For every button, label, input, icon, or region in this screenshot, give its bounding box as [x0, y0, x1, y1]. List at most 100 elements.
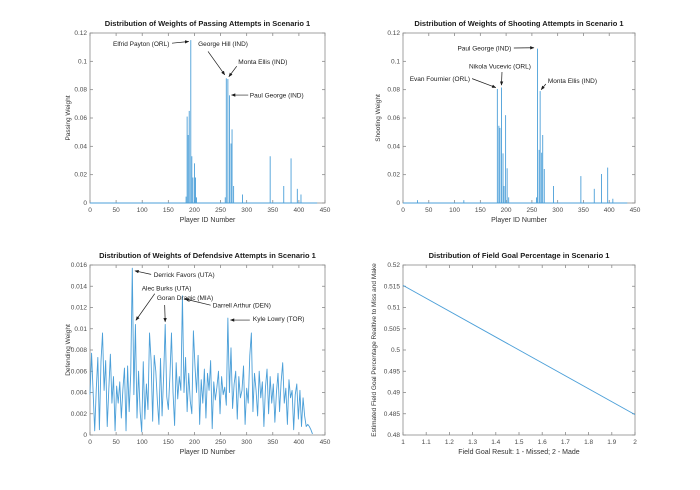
- annotation-label: Paul George (IND): [457, 45, 511, 52]
- y-axis-label: Estimated Field Goal Percentage Realtive…: [371, 263, 378, 437]
- x-tick-label: 350: [578, 207, 589, 214]
- annotation-arrow: [207, 51, 226, 76]
- y-tick-label: 0.016: [71, 262, 88, 269]
- x-tick-label: 50: [112, 207, 120, 214]
- annotation-arrow: [135, 293, 156, 321]
- y-tick-label: 0.51: [387, 305, 400, 312]
- chart-title: Distribution of Field Goal Percentage in…: [429, 251, 610, 260]
- y-tick-label: 0.01: [74, 326, 87, 333]
- x-tick-label: 1.4: [491, 439, 500, 446]
- y-axis-label: Passing Weight: [65, 95, 72, 140]
- series-line: [89, 267, 313, 435]
- x-tick-label: 100: [137, 207, 148, 214]
- field-goal-percentage-chart: 1 1.1 1.2 1.3 1.4 1.5 1.6 1.7 1.8 1.9 2 0.48 0.485 0.…: [371, 251, 637, 456]
- x-tick-label: 1: [401, 439, 405, 446]
- y-tick-label: 0.52: [387, 262, 400, 269]
- x-tick-label: 100: [449, 207, 460, 214]
- y-tick-label: 0.515: [384, 283, 401, 290]
- annotation-label: Elfrid Payton (ORL): [113, 41, 169, 48]
- annotation-label: Nikola Vucevic (ORL): [469, 64, 531, 71]
- y-tick-label: 0.495: [384, 368, 401, 375]
- annotation-label: Monta Ellis (IND): [238, 59, 287, 66]
- y-tick-label: 0.12: [74, 30, 87, 37]
- x-tick-label: 1.3: [468, 439, 477, 446]
- chart-title: Distribution of Weights of Shooting Atte…: [414, 19, 623, 28]
- x-tick-label: 50: [425, 207, 433, 214]
- x-tick-label: 1.1: [422, 439, 431, 446]
- y-tick-label: 0.12: [387, 30, 400, 37]
- x-tick-label: 1.6: [538, 439, 547, 446]
- chart-title: Distribution of Weights of Passing Attem…: [105, 19, 310, 28]
- y-tick-label: 0: [396, 200, 400, 207]
- y-tick-label: 0.02: [387, 172, 400, 179]
- y-tick-label: 0.02: [74, 172, 87, 179]
- x-tick-label: 300: [241, 207, 252, 214]
- x-tick-label: 400: [293, 439, 304, 446]
- x-tick-label: 300: [241, 439, 252, 446]
- annotation-label: Kyle Lowry (TOR): [253, 316, 305, 323]
- x-tick-label: 250: [526, 207, 537, 214]
- y-tick-label: 0.1: [391, 58, 400, 65]
- y-tick-label: 0.06: [387, 115, 400, 122]
- y-axis-label: Shooting Weight: [375, 94, 382, 142]
- annotation-arrow: [471, 78, 497, 88]
- y-tick-label: 0.505: [384, 326, 401, 333]
- y-tick-label: 0.1: [78, 58, 87, 65]
- y-tick-label: 0.004: [71, 390, 88, 397]
- y-tick-label: 0.08: [387, 87, 400, 94]
- annotation-label: Evan Fournier (ORL): [410, 76, 470, 83]
- y-tick-label: 0.008: [71, 347, 88, 354]
- x-tick-label: 50: [112, 439, 120, 446]
- y-tick-label: 0: [83, 200, 87, 207]
- y-tick-label: 0.48: [387, 432, 400, 439]
- y-tick-label: 0.485: [384, 411, 401, 418]
- x-tick-label: 0: [401, 207, 405, 214]
- defensive-weights-chart: 0 50 100 150 200 250 300 350 400 450 0 0.002 0.004 0.…: [65, 251, 331, 456]
- y-tick-label: 0.04: [74, 143, 87, 150]
- annotation-arrow: [184, 298, 211, 306]
- y-axis-label: Defending Weight: [65, 324, 72, 376]
- y-tick-label: 0.012: [71, 305, 88, 312]
- annotation-arrow: [540, 83, 547, 90]
- x-tick-label: 1.8: [584, 439, 593, 446]
- annotation-label: Darrell Arthur (DEN): [213, 303, 271, 310]
- x-tick-label: 0: [88, 207, 92, 214]
- x-tick-label: 200: [501, 207, 512, 214]
- series-line: [402, 285, 636, 415]
- y-tick-label: 0.04: [387, 143, 400, 150]
- x-tick-label: 450: [320, 207, 331, 214]
- annotation-label: Paul George (IND): [250, 92, 304, 99]
- y-tick-label: 0.49: [387, 390, 400, 397]
- x-tick-label: 150: [163, 207, 174, 214]
- y-tick-label: 0.08: [74, 87, 87, 94]
- annotation-arrow: [228, 65, 238, 77]
- y-tick-label: 0.5: [391, 347, 400, 354]
- x-tick-label: 200: [189, 439, 200, 446]
- x-tick-label: 200: [189, 207, 200, 214]
- x-tick-label: 350: [267, 207, 278, 214]
- x-tick-label: 400: [604, 207, 615, 214]
- x-tick-label: 1.2: [445, 439, 454, 446]
- annotation-arrow: [499, 71, 504, 86]
- passing-weights-chart: 0 50 100 150 200 250 300 350 400 450 0 0.02 0.04 0.06…: [65, 19, 331, 224]
- x-tick-label: 400: [293, 207, 304, 214]
- x-axis-label: Field Goal Result: 1 - Missed; 2 - Made: [458, 449, 579, 456]
- x-tick-label: 300: [552, 207, 563, 214]
- x-axis-label: Player ID Number: [180, 449, 236, 456]
- y-tick-label: 0: [83, 432, 87, 439]
- x-tick-label: 250: [215, 439, 226, 446]
- axes-box: [402, 32, 636, 204]
- x-tick-label: 450: [630, 207, 641, 214]
- annotation-label: Goran Dragic (MIA): [157, 295, 213, 302]
- y-tick-label: 0.06: [74, 115, 87, 122]
- annotation-label: George Hill (IND): [198, 41, 248, 48]
- y-tick-label: 0.002: [71, 411, 88, 418]
- x-tick-label: 350: [267, 439, 278, 446]
- x-tick-label: 450: [320, 439, 331, 446]
- axes-box: [89, 32, 326, 204]
- annotation-label: Monta Ellis (IND): [548, 78, 597, 85]
- x-tick-label: 0: [88, 439, 92, 446]
- annotation-arrow: [134, 270, 152, 275]
- x-tick-label: 2: [633, 439, 637, 446]
